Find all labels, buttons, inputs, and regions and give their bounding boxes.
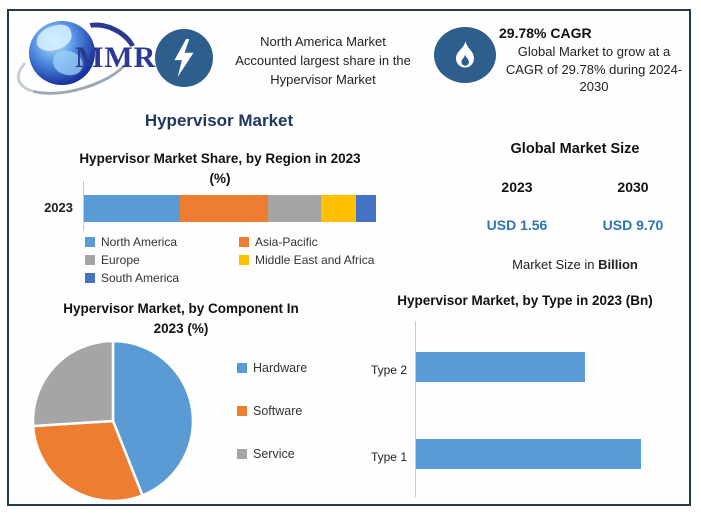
banner-line: Hypervisor Market	[270, 71, 376, 87]
gms-note-unit: Billion	[598, 257, 638, 272]
legend-item-asia-pacific: Asia-Pacific	[239, 235, 390, 249]
legend-marker-north-america	[85, 237, 95, 247]
legend-label-middle-east-and-africa: Middle East and Africa	[255, 253, 375, 267]
gms-note: Market Size in Billion	[459, 257, 691, 272]
type1-bar	[416, 439, 641, 469]
legend-item-hardware: Hardware	[237, 361, 307, 375]
mmr-logo: MMR	[9, 12, 160, 107]
component-chart-title-line2: 2023 (%)	[153, 321, 209, 337]
legend-label-north-america: North America	[101, 235, 178, 249]
logo-text: MMR	[75, 41, 157, 74]
legend-item-service: Service	[237, 447, 307, 461]
type-bar-plot	[416, 321, 681, 497]
legend-marker-software	[237, 406, 247, 416]
region-chart-title-line1: Hypervisor Market Share, by Region in 20…	[79, 151, 361, 166]
lightning-glyph	[174, 39, 194, 77]
component-chart-title-line1: Hypervisor Market, by Component In	[63, 301, 299, 316]
type2-bar	[416, 352, 586, 382]
infographic-canvas: MMR North America Market Accounted large…	[7, 9, 691, 506]
globe-logo-icon	[29, 21, 95, 85]
legend-marker-south-america	[85, 273, 95, 283]
banner-north-america: North America Market Accounted largest s…	[217, 33, 429, 90]
legend-label-asia-pacific: Asia-Pacific	[255, 235, 318, 249]
type-y-axis	[415, 321, 416, 497]
legend-marker-europe	[85, 255, 95, 265]
legend-label-software: Software	[253, 404, 303, 418]
gms-year-start: 2023	[501, 179, 533, 195]
region-segment-middle-east-and-africa	[320, 195, 356, 222]
legend-marker-asia-pacific	[239, 237, 249, 247]
region-y-axis	[83, 181, 84, 231]
legend-label-south-america: South America	[101, 271, 180, 285]
component-pie-chart	[31, 339, 195, 503]
lightning-icon	[155, 29, 213, 87]
legend-item-software: Software	[237, 404, 307, 418]
page-title: Hypervisor Market	[144, 111, 294, 130]
legend-item-europe: Europe	[85, 253, 235, 267]
legend-item-south-america: South America	[85, 271, 235, 285]
gms-year-end: 2030	[617, 179, 649, 195]
component-legend: Hardware Software Service	[237, 361, 307, 461]
cagr-title: 29.78% CAGR	[499, 25, 592, 41]
global-market-size-panel: Global Market Size 2023 2030 USD 1.56 US…	[459, 141, 691, 272]
region-segment-asia-pacific	[180, 195, 268, 222]
legend-marker-hardware	[237, 363, 247, 373]
legend-label-service: Service	[253, 447, 295, 461]
legend-label-europe: Europe	[101, 253, 140, 267]
region-segment-south-america	[355, 195, 376, 222]
banner-cagr: 29.78% CAGR Global Market to grow at a C…	[499, 25, 689, 96]
cagr-line: Global Market to grow at a	[517, 44, 671, 59]
region-segment-north-america	[84, 195, 181, 222]
gms-value-start: USD 1.56	[486, 217, 548, 233]
region-chart-title: Hypervisor Market Share, by Region in 20…	[54, 149, 386, 190]
flame-icon	[434, 27, 496, 83]
type-chart-title: Hypervisor Market, by Type in 2023 (Bn)	[357, 291, 693, 311]
region-segment-europe	[267, 195, 321, 222]
cagr-line: CAGR of 29.78% during 2024-	[505, 61, 683, 77]
legend-marker-service	[237, 449, 247, 459]
region-stacked-bar	[84, 195, 376, 222]
legend-label-hardware: Hardware	[253, 361, 308, 375]
region-axis-category: 2023	[44, 200, 73, 215]
gms-value-end: USD 9.70	[602, 217, 664, 233]
region-chart-title-line2: (%)	[209, 171, 231, 187]
banner-line: Accounted largest share in the	[235, 52, 411, 68]
type2-label: Type 2	[370, 363, 407, 377]
component-chart-title: Hypervisor Market, by Component In 2023 …	[31, 299, 331, 340]
type-chart-title-line1: Hypervisor Market, by Type in 2023 (Bn)	[397, 293, 653, 308]
gms-note-prefix: Market Size in	[512, 257, 599, 272]
gms-title: Global Market Size	[510, 141, 640, 157]
cagr-line: 2030	[579, 79, 609, 95]
type1-label: Type 1	[370, 450, 407, 464]
pie-slice-software	[31, 419, 144, 503]
flame-glyph	[456, 41, 474, 68]
region-legend: North America Asia-Pacific Europe Middle Ea…	[85, 235, 390, 285]
pie-slice-hardware	[111, 339, 195, 497]
banner-line: North America Market	[260, 34, 386, 49]
legend-item-middle-east-and-africa: Middle East and Africa	[239, 253, 390, 267]
legend-marker-middle-east-and-africa	[239, 255, 249, 265]
legend-item-north-america: North America	[85, 235, 235, 249]
pie-slice-service	[31, 339, 115, 428]
